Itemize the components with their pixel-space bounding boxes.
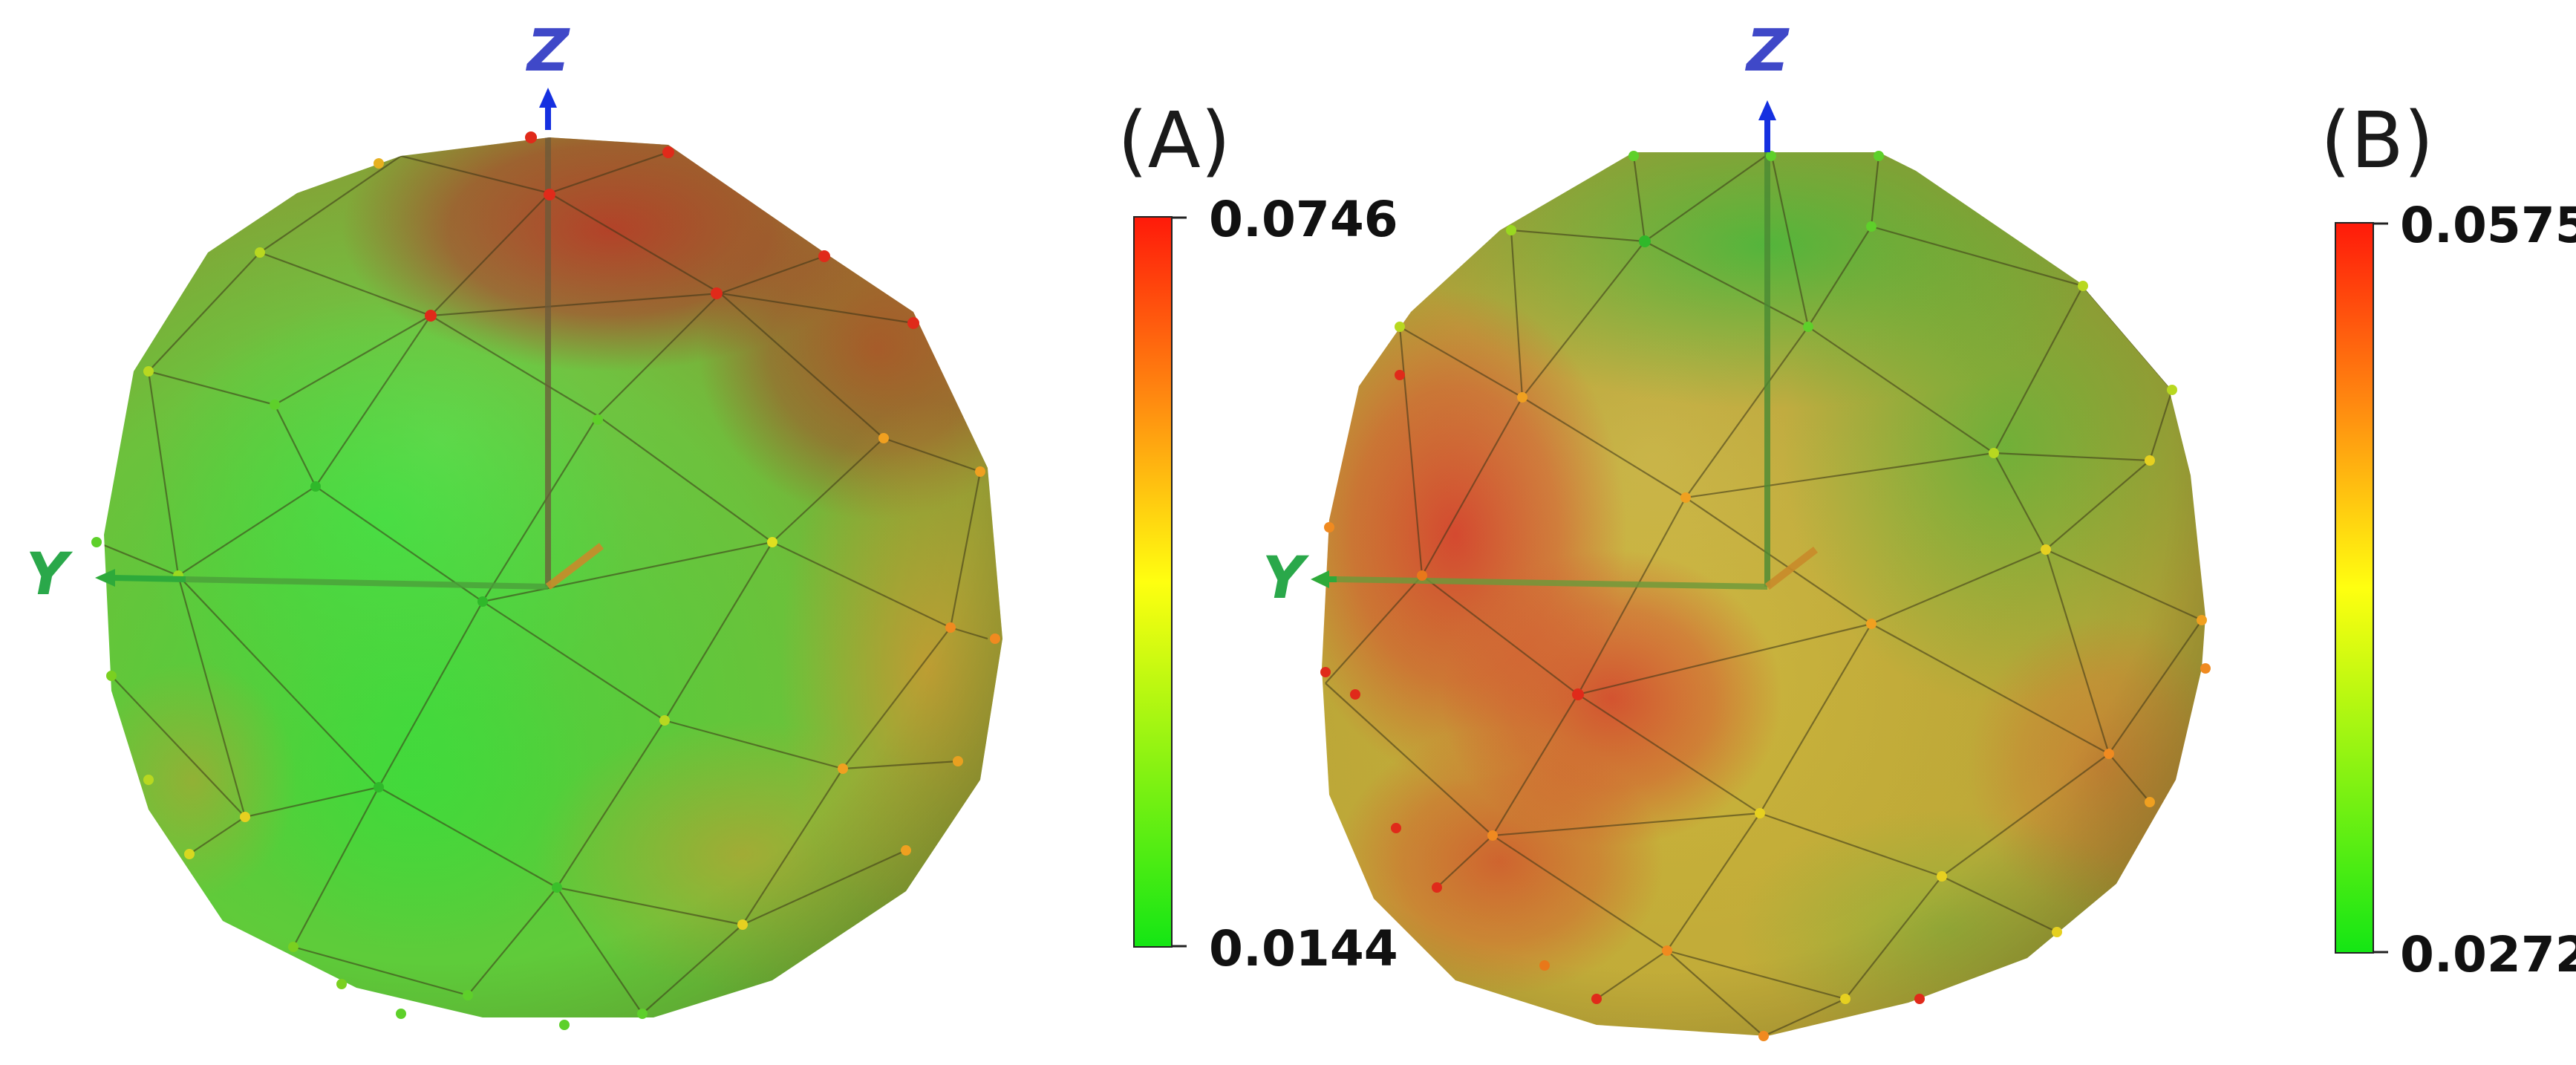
colorbar-b: 0.0575 0.0272 <box>2335 197 2576 983</box>
y-axis-label-b: Y <box>1262 545 1310 612</box>
axes-a: Z Y <box>26 18 570 608</box>
z-axis-label-b: Z <box>1744 18 1790 85</box>
panel-label-a: (A) <box>1118 95 1230 186</box>
colorbar-max-label-a: 0.0746 <box>1209 191 1398 248</box>
sphere-mesh-b <box>1320 151 2211 1041</box>
colorbar-gradient-b <box>2335 222 2374 954</box>
colorbar-min-label-b: 0.0272 <box>2400 926 2576 983</box>
y-axis-label-a: Y <box>26 541 74 608</box>
panel-a: Z Y (A) 0.0746 0.0144 <box>26 18 1398 1030</box>
axes-b: Z Y <box>1262 18 1790 612</box>
panel-b: Z Y (B) 0.0575 0.0272 <box>1262 18 2576 1041</box>
colorbar-a: 0.0746 0.0144 <box>1133 191 1398 977</box>
sphere-mesh-a <box>91 131 1002 1030</box>
z-axis-label-a: Z <box>525 18 570 85</box>
colorbar-max-label-b: 0.0575 <box>2400 197 2576 254</box>
mesh-vertices-b <box>1320 151 2211 1041</box>
panel-label-b: (B) <box>2321 95 2434 186</box>
mesh-vertices-a <box>91 131 1000 1030</box>
colorbar-gradient-a <box>1133 216 1173 948</box>
colorbar-min-label-a: 0.0144 <box>1209 920 1398 977</box>
